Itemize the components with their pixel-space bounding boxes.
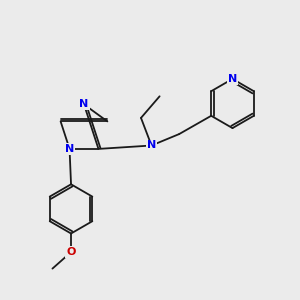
Text: N: N bbox=[80, 99, 88, 110]
Text: O: O bbox=[66, 247, 76, 257]
Text: N: N bbox=[147, 140, 156, 151]
Text: N: N bbox=[65, 144, 74, 154]
Text: N: N bbox=[228, 74, 237, 84]
